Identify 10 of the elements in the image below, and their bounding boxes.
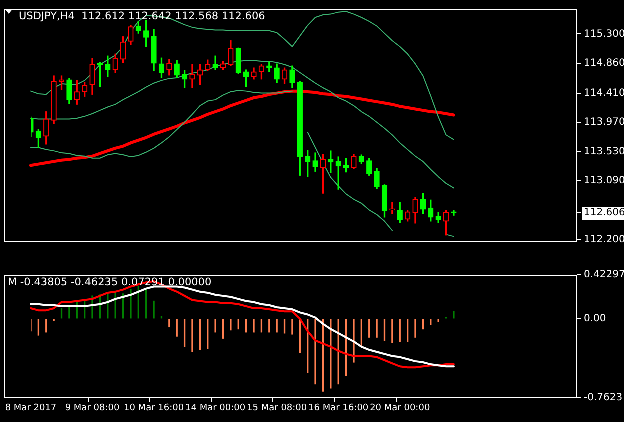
x-tick-label: 10 Mar 16:00 [124, 404, 184, 414]
x-tick-label: 20 Mar 00:00 [370, 404, 430, 414]
y-tick-label: 0.00 [584, 313, 606, 324]
x-tick-label: 15 Mar 08:00 [247, 404, 308, 414]
x-tick-label: 8 Mar 2017 [5, 404, 57, 414]
x-tick-label: 14 Mar 00:00 [186, 404, 246, 414]
x-tick-label: 9 Mar 08:00 [65, 404, 120, 414]
y-tick-label: -0.7623 [584, 392, 623, 404]
x-tick-label: 16 Mar 16:00 [308, 404, 369, 414]
candlestick [190, 64, 196, 88]
